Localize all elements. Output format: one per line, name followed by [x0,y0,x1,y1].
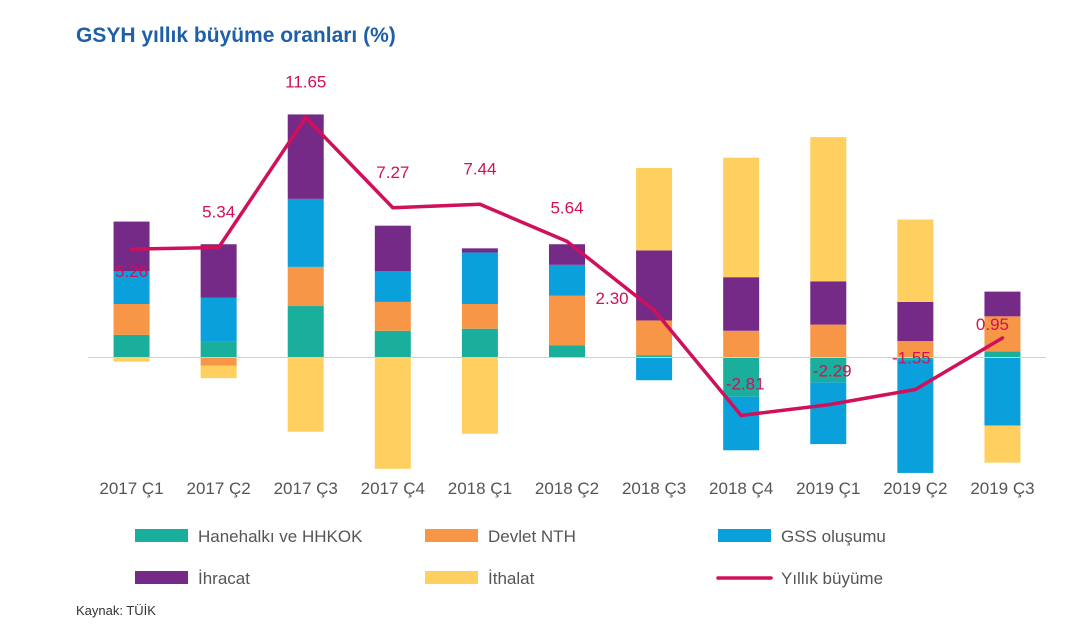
category-label: 2018 Ç4 [709,479,773,498]
bar-4-2 [200,244,237,298]
bar-3-5 [461,252,498,304]
growth-value-label: -1.55 [892,348,931,367]
bar-3-7 [636,357,673,381]
growth-value-label: 7.44 [463,159,496,178]
growth-value-label: 5.34 [202,203,235,222]
bar-1-2 [200,341,237,358]
bar-1-9 [810,357,847,383]
bar-2-2 [200,357,237,366]
growth-value-label: 0.95 [976,315,1009,334]
category-label: 2017 Ç4 [361,479,425,498]
bar-3-8 [723,396,760,451]
growth-line [129,115,1005,418]
bar-1-6 [549,345,585,358]
bar-4-10 [897,301,934,342]
category-label: 2017 Ç2 [186,479,250,498]
bar-4-9 [810,281,847,325]
legend: Hanehalkı ve HHKOK Devlet NTH GSS oluşumu İ… [135,527,886,588]
category-label: 2019 Ç2 [883,479,947,498]
legend-swatch [718,529,771,542]
bar-4-1 [113,221,150,272]
bar-4-11 [984,291,1021,317]
bar-4-4 [374,225,411,272]
bar-5-1 [113,357,150,362]
bars-layer [113,114,1021,473]
bar-3-6 [549,264,585,296]
bar-3-2 [200,297,237,342]
bar-5-5 [461,357,498,434]
bar-3-9 [810,382,847,445]
legend-label: Yıllık büyüme [781,569,883,588]
legend-label: Hanehalkı ve HHKOK [198,527,363,546]
category-label: 2018 Ç3 [622,479,686,498]
category-label: 2018 Ç1 [448,479,512,498]
growth-value-label: 5.26 [115,262,148,281]
bar-1-5 [461,328,498,358]
legend-swatch [425,529,478,542]
bar-4-6 [549,244,585,265]
bar-1-4 [374,330,411,358]
growth-value-label: -2.81 [726,374,765,393]
bar-2-1 [113,303,150,335]
growth-value-label: 7.27 [376,163,409,182]
growth-line-layer [129,115,1005,418]
bar-5-4 [374,357,411,469]
bar-2-6 [549,295,585,346]
category-label: 2019 Ç3 [970,479,1034,498]
bar-1-11 [984,351,1021,358]
bar-2-8 [723,330,760,358]
bar-5-8 [723,157,760,278]
bar-5-10 [897,219,934,302]
bar-2-3 [287,266,324,307]
growth-value-label: 5.64 [550,198,583,217]
category-label: 2019 Ç1 [796,479,860,498]
growth-value-label: 2.30 [596,289,629,308]
chart-title: GSYH yıllık büyüme oranları (%) [76,24,396,47]
growth-value-label: 11.65 [285,73,326,92]
bar-5-11 [984,425,1021,463]
legend-label: Devlet NTH [488,527,576,546]
legend-swatch [135,571,188,584]
bar-2-9 [810,324,847,358]
legend-swatch [135,529,188,542]
bar-5-3 [287,357,324,432]
growth-value-labels: 5.26 5.34 11.65 7.27 7.44 5.64 2.30 -2.81 -2.29 -… [115,73,1009,394]
source-note: Kaynak: TÜİK [76,603,156,618]
bar-4-3 [287,114,324,199]
growth-value-label: -2.29 [813,362,852,381]
bar-3-4 [374,271,411,302]
bar-2-10 [897,341,934,358]
bar-1-1 [113,334,150,358]
bar-5-7 [636,167,673,251]
bar-1-3 [287,306,324,358]
bar-3-10 [897,359,934,473]
bar-1-10 [897,357,934,360]
bar-5-2 [200,365,237,379]
bar-5-9 [810,137,847,282]
bar-3-3 [287,198,324,267]
legend-label: İthalat [488,569,535,588]
legend-label: İhracat [198,569,250,588]
bar-4-5 [461,248,498,253]
category-label: 2017 Ç3 [274,479,338,498]
bar-2-4 [374,301,411,331]
bar-3-11 [984,357,1021,426]
category-label: 2018 Ç2 [535,479,599,498]
category-labels: 2017 Ç1 2017 Ç2 2017 Ç3 2017 Ç4 2018 Ç1 2018 … [99,479,1034,498]
legend-swatch [425,571,478,584]
bar-1-8 [723,357,760,397]
bar-3-1 [113,271,150,304]
legend-label: GSS oluşumu [781,527,886,546]
bar-1-7 [636,355,673,358]
bar-2-5 [461,303,498,329]
bar-4-8 [723,277,760,331]
category-label: 2017 Ç1 [99,479,163,498]
